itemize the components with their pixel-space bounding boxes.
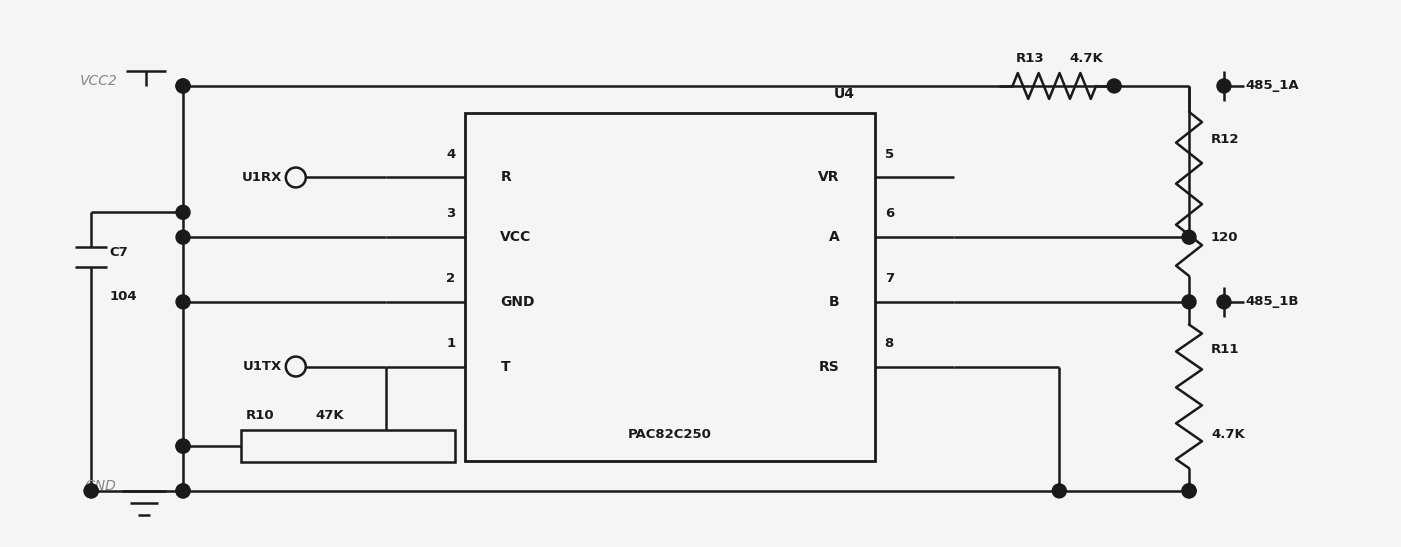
Text: 104: 104 [109,290,137,304]
Text: R13: R13 [1016,51,1044,65]
Bar [241,430,455,462]
Text: GND: GND [500,295,535,309]
Circle shape [1182,484,1196,498]
Text: R10: R10 [247,409,275,422]
Text: VR: VR [818,171,839,184]
Text: 8: 8 [884,336,894,350]
Circle shape [177,295,191,309]
Text: 2: 2 [447,272,455,285]
Text: 485_1B: 485_1B [1245,295,1299,309]
Circle shape [286,357,305,376]
Circle shape [177,484,191,498]
Text: 4: 4 [447,148,455,161]
Circle shape [177,439,191,453]
Text: VCC2: VCC2 [80,74,118,88]
Text: 3: 3 [447,207,455,220]
Text: RS: RS [820,359,839,374]
Text: 485_1A: 485_1A [1245,79,1300,92]
Circle shape [286,167,305,188]
Text: GND: GND [84,479,116,493]
Text: VCC: VCC [500,230,531,244]
Circle shape [1182,230,1196,244]
Circle shape [1182,295,1196,309]
Circle shape [1217,79,1231,93]
Text: R: R [500,171,511,184]
Text: 4.7K: 4.7K [1210,428,1244,441]
Text: 6: 6 [884,207,894,220]
Circle shape [177,484,191,498]
Circle shape [177,439,191,453]
Text: U4: U4 [834,87,855,101]
Circle shape [1217,295,1231,309]
Text: R11: R11 [1210,342,1240,356]
Text: A: A [829,230,839,244]
Text: 47K: 47K [315,409,345,422]
Text: 120: 120 [1210,231,1238,243]
Text: U1RX: U1RX [241,171,282,184]
Circle shape [1107,79,1121,93]
Circle shape [1052,484,1066,498]
Text: PAC82C250: PAC82C250 [628,428,712,441]
Text: T: T [500,359,510,374]
Text: U1TX: U1TX [242,360,282,373]
Text: B: B [829,295,839,309]
Circle shape [1182,484,1196,498]
Circle shape [84,484,98,498]
Circle shape [84,484,98,498]
Circle shape [177,79,191,93]
Text: 1: 1 [447,336,455,350]
Circle shape [177,205,191,219]
Text: 7: 7 [884,272,894,285]
Circle shape [177,230,191,244]
Text: 4.7K: 4.7K [1069,51,1103,65]
Text: C7: C7 [109,246,127,259]
Text: 5: 5 [884,148,894,161]
Bar [465,113,874,461]
Circle shape [177,79,191,93]
Text: R12: R12 [1210,133,1240,147]
